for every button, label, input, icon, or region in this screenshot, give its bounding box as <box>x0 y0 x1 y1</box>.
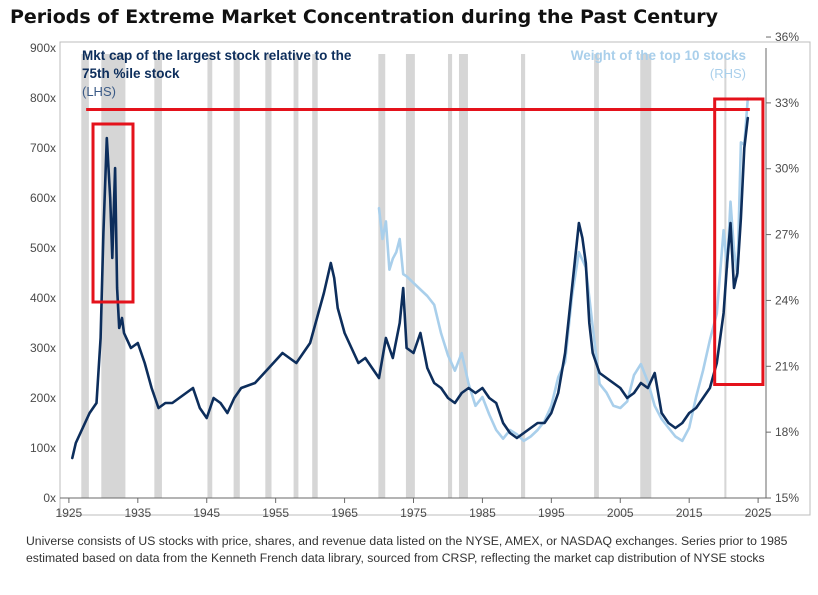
legend-right: Weight of the top 10 stocks (RHS) <box>571 48 746 81</box>
highlight-box-1930s <box>91 122 135 304</box>
x-tick-label: 1945 <box>193 506 220 520</box>
left-tick-label: 300x <box>30 341 56 355</box>
recession-band <box>233 54 240 498</box>
recession-band <box>458 54 468 498</box>
right-tick-label: 33% <box>775 96 799 110</box>
recession-band <box>81 54 89 498</box>
recession-band <box>312 54 318 498</box>
left-tick-label: 100x <box>30 441 56 455</box>
recession-band <box>378 54 386 498</box>
recession-band <box>594 54 599 498</box>
left-tick-label: 700x <box>30 141 56 155</box>
x-tick-label: 1925 <box>56 506 83 520</box>
x-tick-label: 2015 <box>676 506 703 520</box>
right-tick-label: 15% <box>775 491 799 505</box>
x-axis-ticks: 1925 1935 1945 1955 1965 1975 1985 1995 2005 2015… <box>56 498 772 520</box>
right-tick-label: 27% <box>775 228 799 242</box>
recession-band <box>265 54 272 498</box>
recession-band <box>640 54 652 498</box>
x-tick-label: 1995 <box>538 506 565 520</box>
right-tick-label: 36% <box>775 30 799 44</box>
recession-band <box>101 54 126 498</box>
left-tick-label: 500x <box>30 241 56 255</box>
largest-stock-line <box>71 116 750 460</box>
left-tick-label: 600x <box>30 191 56 205</box>
left-tick-label: 200x <box>30 391 56 405</box>
recession-band <box>447 54 453 498</box>
legend-left-line2: 75th %ile stock <box>82 66 180 81</box>
x-tick-label: 1985 <box>469 506 496 520</box>
right-tick-label: 30% <box>775 162 799 176</box>
recession-band <box>521 54 526 498</box>
legend-right-line2: (RHS) <box>710 66 746 81</box>
series-lines <box>71 97 750 460</box>
highlight-boxes <box>86 97 765 386</box>
x-tick-label: 1955 <box>262 506 289 520</box>
recession-band <box>207 54 213 498</box>
right-tick-label: 24% <box>775 293 799 307</box>
legend-left-line1: Mkt cap of the largest stock relative to… <box>82 48 352 63</box>
right-axis-ticks: 15% 18% 21% 24% 27% 30% 33% 36% <box>766 30 799 505</box>
left-tick-label: 800x <box>30 91 56 105</box>
x-tick-label: 1975 <box>400 506 427 520</box>
highlight-box-2020s <box>713 97 765 386</box>
left-axis-ticks: 0x 100x 200x 300x 400x 500x 600x 700x 800x 900x <box>30 41 56 505</box>
footnote: Universe consists of US stocks with pric… <box>26 534 788 565</box>
left-tick-label: 400x <box>30 291 56 305</box>
left-tick-label: 0x <box>43 491 56 505</box>
x-tick-label: 1965 <box>331 506 358 520</box>
recession-band <box>154 54 162 498</box>
x-tick-label: 2025 <box>745 506 772 520</box>
page-title: Periods of Extreme Market Concentration … <box>10 6 718 28</box>
legend-left-line3: (LHS) <box>82 84 116 99</box>
legend-left: Mkt cap of the largest stock relative to… <box>82 48 352 99</box>
left-tick-label: 900x <box>30 41 56 55</box>
right-tick-label: 18% <box>775 425 799 439</box>
recession-shading <box>81 54 727 498</box>
recession-band <box>293 54 299 498</box>
legend-right-line1: Weight of the top 10 stocks <box>571 48 746 63</box>
x-tick-label: 1935 <box>124 506 151 520</box>
right-tick-label: 21% <box>775 359 799 373</box>
recession-band <box>405 54 415 498</box>
plot-frame <box>59 41 811 516</box>
x-tick-label: 2005 <box>607 506 634 520</box>
